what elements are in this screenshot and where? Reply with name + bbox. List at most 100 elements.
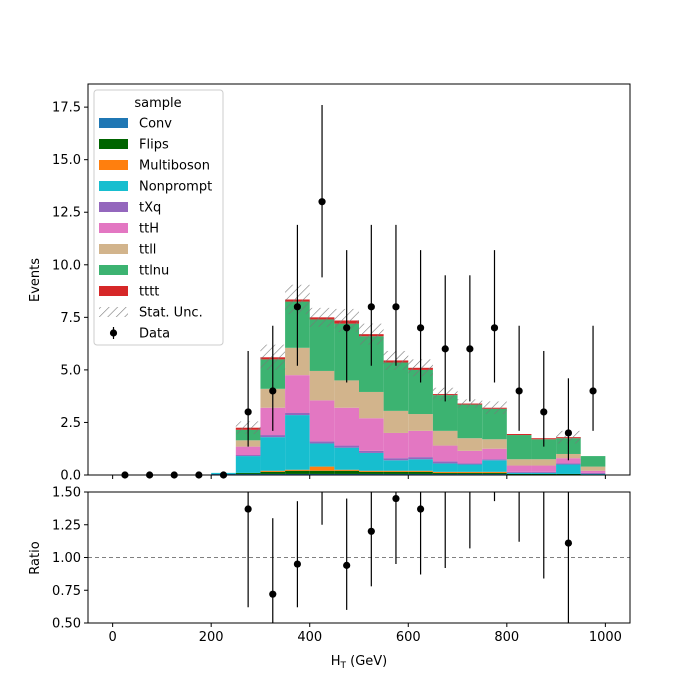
bar-tth-bin-11 (383, 432, 409, 459)
ratio-point-8 (442, 482, 449, 489)
bar-flips-bin-9 (334, 470, 359, 474)
data-point-7 (293, 303, 302, 311)
bar-tth-bin-9 (334, 407, 359, 446)
bar-ttll-bin-16 (506, 459, 532, 466)
bar-tth-bin-5 (235, 446, 261, 456)
legend-entry-stat-unc-: Stat. Unc. (99, 306, 203, 321)
bar-flips-bin-16 (506, 473, 532, 475)
bar-tth-bin-8 (309, 400, 335, 442)
legend-swatch (99, 202, 128, 212)
x-tick-label-3: 600 (396, 630, 421, 645)
legend-label: Conv (139, 117, 172, 132)
legend-entry-ttlnu: ttlnu (99, 264, 169, 279)
legend-entry-flips: Flips (99, 138, 169, 153)
x-tick-label-0: 0 (108, 630, 116, 645)
bar-flips-bin-11 (383, 471, 409, 474)
ratio-y-tick-label-3: 1.25 (52, 518, 81, 533)
legend-swatch (99, 265, 128, 275)
bar-flips-bin-8 (309, 470, 335, 474)
bar-conv-bin-5 (235, 473, 261, 475)
bar-ttlnu-bin-17 (531, 439, 557, 460)
data-point-5 (244, 408, 252, 416)
main-y-tick-label-5: 12.5 (52, 206, 81, 221)
x-tick-label-4: 800 (494, 630, 519, 645)
bar-tth-bin-10 (359, 418, 384, 451)
x-axis-label: HT (GeV) (331, 654, 388, 671)
bar-flips-bin-17 (531, 473, 557, 475)
bar-nonprompt-bin-8 (309, 443, 335, 467)
bar-flips-bin-14 (457, 472, 483, 474)
bar-ttll-bin-13 (432, 430, 458, 446)
legend-swatch (99, 139, 128, 149)
bar-conv-bin-10 (359, 473, 384, 475)
bar-nonprompt-bin-6 (260, 437, 286, 471)
stacked-histogram (211, 299, 606, 475)
bar-nonprompt-bin-15 (482, 460, 507, 472)
legend-entry-tttt: tttt (99, 285, 159, 300)
legend-marker (109, 329, 118, 337)
data-point-11 (392, 303, 400, 311)
bar-multiboson-bin-6 (260, 470, 286, 472)
bar-conv-bin-13 (432, 473, 458, 475)
legend-label: ttll (139, 243, 156, 258)
bar-multiboson-bin-14 (457, 471, 483, 473)
bar-ttll-bin-17 (531, 459, 557, 466)
bar-ttlnu-bin-14 (457, 404, 483, 439)
ratio-point-0 (244, 505, 252, 513)
bar-txq-bin-7 (285, 412, 310, 416)
data-point-9 (343, 324, 351, 332)
bar-conv-bin-8 (309, 473, 335, 475)
ratio-point-5 (367, 527, 375, 535)
data-point-16 (515, 387, 523, 395)
data-point-13 (441, 345, 449, 353)
bar-nonprompt-bin-12 (408, 459, 433, 471)
bar-multiboson-bin-10 (359, 470, 384, 472)
bar-conv-bin-6 (260, 473, 286, 475)
bar-multiboson-bin-15 (482, 471, 507, 473)
bar-ttll-bin-19 (580, 466, 606, 471)
bar-txq-bin-17 (531, 471, 557, 473)
bar-flips-bin-13 (432, 472, 458, 474)
bar-ttlnu-bin-11 (383, 362, 409, 411)
ratio-point-6 (392, 494, 400, 503)
bar-conv-bin-15 (482, 473, 507, 475)
legend-entry-multiboson: Multiboson (99, 159, 210, 174)
bar-txq-bin-13 (432, 461, 458, 464)
bar-txq-bin-10 (359, 450, 384, 453)
bar-ttll-bin-9 (334, 380, 359, 408)
legend-swatch (99, 181, 128, 191)
main-y-tick-label-2: 5.0 (60, 363, 81, 378)
bar-nonprompt-bin-14 (457, 464, 483, 472)
stat-unc-bin-15 (482, 401, 507, 415)
data-point-19 (589, 387, 597, 395)
legend-label: tttt (139, 285, 159, 300)
bar-ttlnu-bin-8 (309, 319, 335, 371)
legend-entry-data: Data (109, 327, 170, 342)
legend-label: Data (139, 327, 170, 342)
ratio-y-axis: 0.50 0.75 1.00 1.25 1.50 (52, 486, 88, 632)
bar-tth-bin-18 (556, 458, 581, 464)
bar-conv-bin-12 (408, 473, 433, 475)
ratio-point-2 (293, 560, 302, 568)
bar-conv-bin-9 (334, 473, 359, 475)
bar-tth-bin-16 (506, 465, 532, 472)
bar-ttll-bin-15 (482, 439, 507, 449)
bar-flips-bin-15 (482, 472, 507, 474)
bar-txq-bin-14 (457, 463, 483, 465)
bar-txq-bin-6 (260, 435, 286, 438)
data-point-15 (490, 324, 499, 332)
ratio-y-tick-label-1: 0.75 (52, 584, 81, 599)
data-point-10 (367, 303, 375, 311)
bar-tth-bin-7 (285, 375, 310, 413)
bar-nonprompt-bin-5 (235, 456, 261, 473)
ratio-panel: 0.50 0.75 1.00 1.25 1.50 0 200 400 600 800 1000 R… (28, 482, 631, 671)
bar-txq-bin-11 (383, 458, 409, 461)
data-point-12 (416, 324, 425, 332)
bar-nonprompt-bin-17 (531, 472, 557, 474)
legend-label: Multiboson (139, 159, 210, 174)
legend-label: tXq (139, 201, 161, 216)
bar-ttlnu-bin-16 (506, 435, 532, 460)
legend-entry-tth: ttH (99, 222, 159, 237)
legend-swatch (99, 286, 128, 296)
